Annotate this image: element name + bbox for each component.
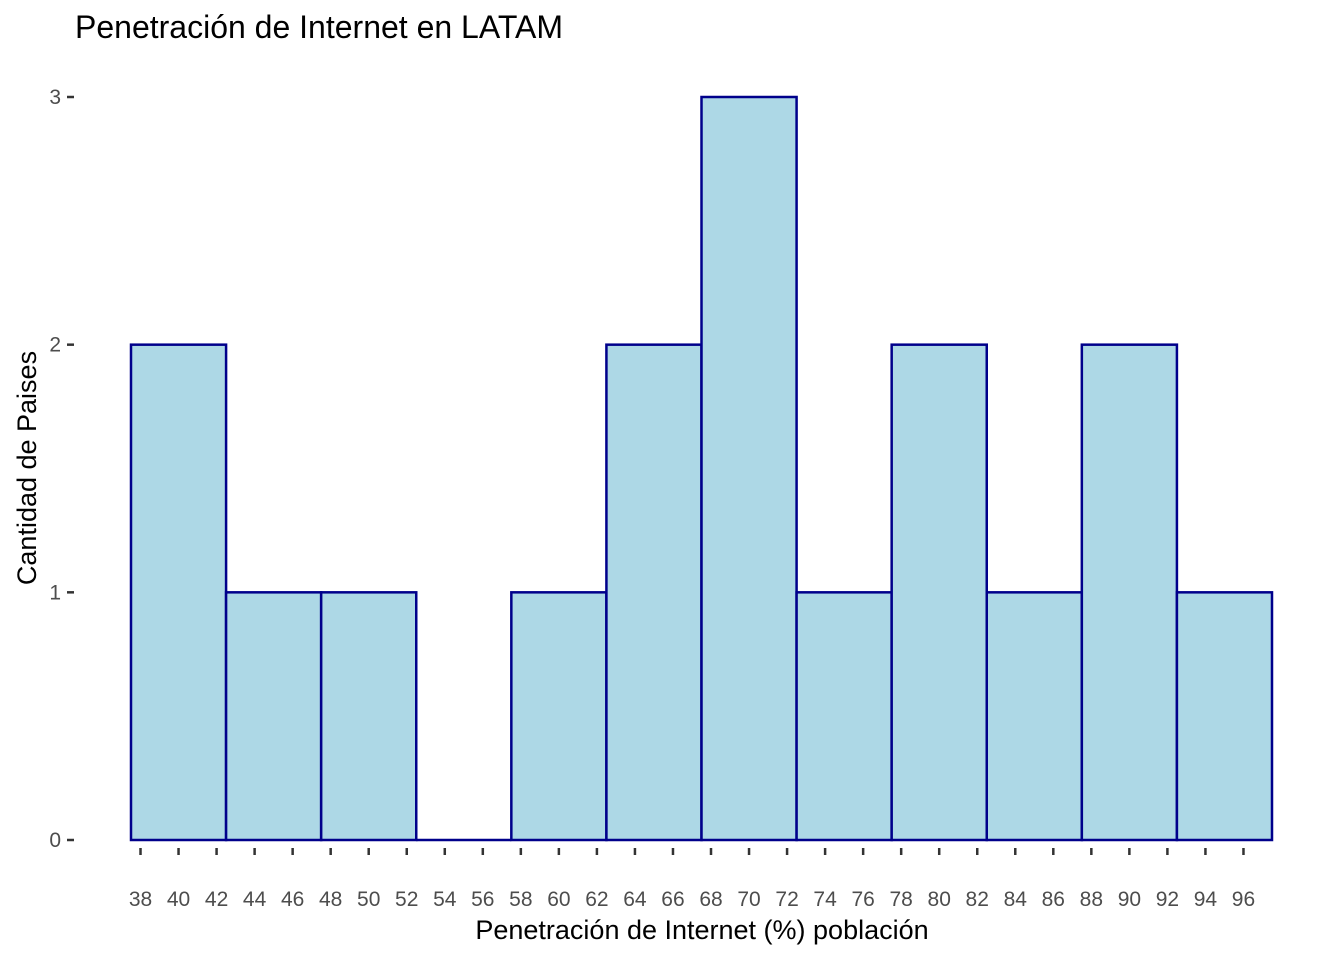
x-tick-label: 72 <box>775 888 798 911</box>
x-tick-label: 78 <box>889 888 912 911</box>
x-axis: 38 40 42 44 46 48 50 52 54 56 58 60 62 64 66 68 70 72 74 76… <box>129 848 1255 911</box>
y-tick-label: 1 <box>49 581 61 604</box>
x-tick-label: 88 <box>1080 888 1103 911</box>
x-tick-label: 68 <box>699 888 722 911</box>
x-tick-label: 82 <box>966 888 989 911</box>
x-tick-label: 76 <box>851 888 874 911</box>
histogram-bar <box>510 591 608 842</box>
x-tick-label: 46 <box>281 888 304 911</box>
chart-title: Penetración de Internet en LATAM <box>75 9 563 45</box>
x-tick-label: 56 <box>471 888 494 911</box>
x-tick-label: 50 <box>357 888 380 911</box>
histogram-bar <box>319 591 418 842</box>
x-tick-label: 84 <box>1004 888 1028 911</box>
x-tick-label: 62 <box>585 888 608 911</box>
histogram-bar <box>890 343 989 842</box>
x-tick-label: 60 <box>547 888 570 911</box>
x-tick-label: 48 <box>319 888 342 911</box>
x-tick-label: 90 <box>1118 888 1141 911</box>
x-tick-label: 54 <box>433 888 457 911</box>
x-tick-label: 80 <box>928 888 951 911</box>
x-tick-label: 86 <box>1042 888 1065 911</box>
histogram-bar <box>129 343 228 842</box>
y-axis: 0 1 2 3 <box>49 86 74 852</box>
x-axis-label: Penetración de Internet (%) población <box>475 915 928 945</box>
histogram-bar <box>605 343 703 842</box>
x-tick-label: 74 <box>813 888 837 911</box>
histogram-bar <box>224 591 323 842</box>
y-tick-label: 0 <box>49 829 61 852</box>
x-tick-label: 42 <box>205 888 228 911</box>
x-tick-label: 58 <box>509 888 532 911</box>
histogram-bars <box>129 95 1274 842</box>
y-tick-label: 2 <box>49 334 61 357</box>
x-tick-label: 92 <box>1156 888 1179 911</box>
x-tick-label: 44 <box>243 888 267 911</box>
x-tick-label: 94 <box>1194 888 1218 911</box>
x-tick-label: 70 <box>737 888 760 911</box>
x-tick-label: 96 <box>1232 888 1255 911</box>
x-tick-label: 64 <box>623 888 647 911</box>
histogram-bar <box>1080 343 1179 842</box>
x-tick-label: 38 <box>129 888 152 911</box>
x-tick-label: 52 <box>395 888 418 911</box>
y-tick-label: 3 <box>49 86 61 109</box>
histogram-bar <box>700 95 798 842</box>
histogram-bar <box>795 591 893 842</box>
x-tick-label: 40 <box>167 888 190 911</box>
y-axis-label: Cantidad de Paises <box>12 351 42 585</box>
histogram-bar <box>985 591 1084 842</box>
x-tick-label: 66 <box>661 888 684 911</box>
histogram-bar <box>1175 591 1274 842</box>
